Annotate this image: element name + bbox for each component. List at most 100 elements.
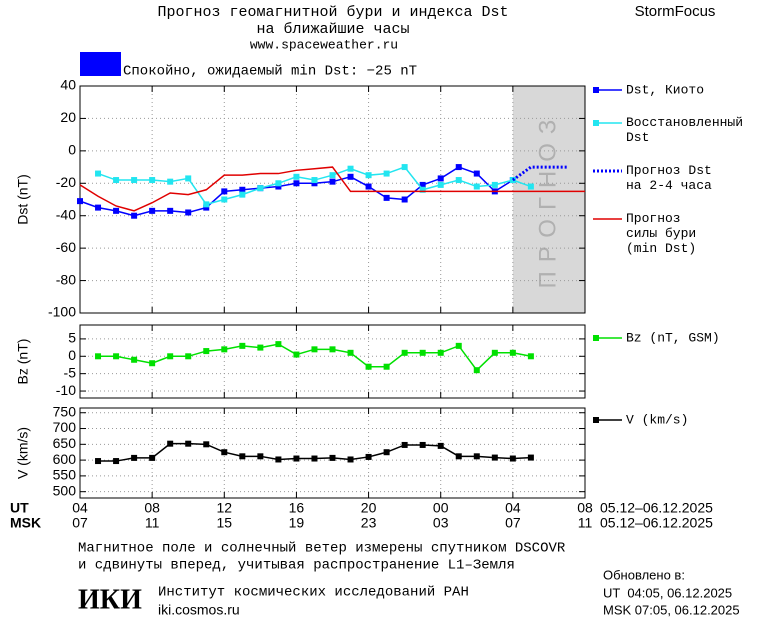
data-point <box>383 449 390 456</box>
y-axis-title: Dst (nT) <box>15 174 31 225</box>
y-tick-label: -60 <box>56 239 76 255</box>
data-point <box>239 191 246 198</box>
data-point <box>167 207 174 214</box>
legend-marker <box>593 335 599 341</box>
x-tick-label: 08 <box>577 500 593 516</box>
data-point <box>365 453 372 460</box>
data-point <box>527 183 534 190</box>
data-point <box>113 353 120 360</box>
y-tick-label: -40 <box>56 206 76 222</box>
data-point <box>365 363 372 370</box>
data-point <box>509 455 516 462</box>
data-point <box>221 449 228 456</box>
data-point <box>113 458 120 465</box>
y-tick-label: -100 <box>48 304 76 320</box>
data-point <box>329 346 336 353</box>
date-range: 05.12–06.12.2025 <box>600 500 713 516</box>
x-tick-label-msk: 07 <box>505 515 521 531</box>
y-tick-label: 600 <box>53 451 77 467</box>
footer-note: Магнитное поле и солнечный ветер измерен… <box>78 540 566 557</box>
data-point <box>311 346 318 353</box>
legend-marker <box>593 87 599 93</box>
data-point <box>491 454 498 461</box>
data-point <box>455 164 462 171</box>
legend-label: V (km/s) <box>626 412 688 427</box>
x-tick-label: 00 <box>433 500 449 516</box>
data-point <box>185 209 192 216</box>
data-point <box>203 348 210 355</box>
data-point <box>167 178 174 185</box>
data-point <box>185 175 192 182</box>
data-point <box>149 360 156 367</box>
status-swatch <box>80 52 121 76</box>
data-point <box>491 349 498 356</box>
y-tick-label: -5 <box>64 364 77 380</box>
data-point <box>113 207 120 214</box>
legend-label: Прогноз силы бури (min Dst) <box>626 211 696 256</box>
y-tick-label: 40 <box>60 77 76 93</box>
data-point <box>275 341 282 348</box>
data-point <box>419 186 426 193</box>
x-tick-label-msk: 23 <box>361 515 377 531</box>
data-point <box>437 349 444 356</box>
x-tick-label: 16 <box>289 500 305 516</box>
title: Прогноз геомагнитной бури и индекса Dst <box>157 4 508 21</box>
y-tick-label: 650 <box>53 435 77 451</box>
data-point <box>383 363 390 370</box>
x-tick-label-msk: 11 <box>578 515 593 531</box>
data-point <box>491 181 498 188</box>
data-point <box>329 178 336 185</box>
data-point <box>239 186 246 193</box>
data-point <box>365 183 372 190</box>
data-point <box>95 170 102 177</box>
data-point <box>95 204 102 211</box>
y-tick-label: -20 <box>56 174 76 190</box>
y-tick-label: 20 <box>60 109 76 125</box>
data-point <box>419 181 426 188</box>
data-point <box>203 204 210 211</box>
y-tick-label: 550 <box>53 467 77 483</box>
plot-frame <box>79 407 586 499</box>
footer-note: и сдвинуты вперед, учитывая распростране… <box>78 558 515 574</box>
data-point <box>293 455 300 462</box>
data-point <box>77 198 83 205</box>
updated-msk: MSK 07:05, 06.12.2025 <box>603 602 740 617</box>
x-tick-label-msk: 19 <box>289 515 305 531</box>
data-point <box>167 440 174 447</box>
data-point <box>149 177 156 184</box>
updated-ut: UT 04:05, 06.12.2025 <box>603 585 732 600</box>
data-point <box>95 458 102 465</box>
data-point <box>347 456 354 463</box>
data-point <box>401 164 408 171</box>
data-point <box>347 173 354 180</box>
data-point <box>311 177 318 184</box>
data-point <box>275 183 282 190</box>
title-line2: на ближайшие часы <box>256 21 409 38</box>
y-tick-label: 5 <box>68 330 76 346</box>
y-tick-label: 750 <box>53 403 77 419</box>
y-tick-label: 700 <box>53 419 77 435</box>
data-point <box>185 440 192 447</box>
updated-label: Обновлено в: <box>603 567 685 582</box>
data-point <box>257 453 264 460</box>
series-line <box>79 166 585 212</box>
y-tick-label: 0 <box>68 347 76 363</box>
msk-label: MSK <box>10 515 41 531</box>
y-axis-title: V (km/s) <box>15 427 31 479</box>
data-point <box>473 183 480 190</box>
y-tick-label: -10 <box>56 382 76 398</box>
data-point <box>149 454 156 461</box>
logo: ИКИ <box>78 584 142 615</box>
data-point <box>221 346 228 353</box>
site: iki.cosmos.ru <box>158 602 240 618</box>
data-point <box>383 194 390 201</box>
data-point <box>455 453 462 460</box>
data-point <box>329 454 336 461</box>
data-point <box>95 353 102 360</box>
data-point <box>419 349 426 356</box>
plot-frame <box>79 85 586 314</box>
data-point <box>527 353 534 360</box>
data-point <box>257 344 264 351</box>
x-tick-label-msk: 07 <box>72 515 88 531</box>
data-point <box>347 349 354 356</box>
